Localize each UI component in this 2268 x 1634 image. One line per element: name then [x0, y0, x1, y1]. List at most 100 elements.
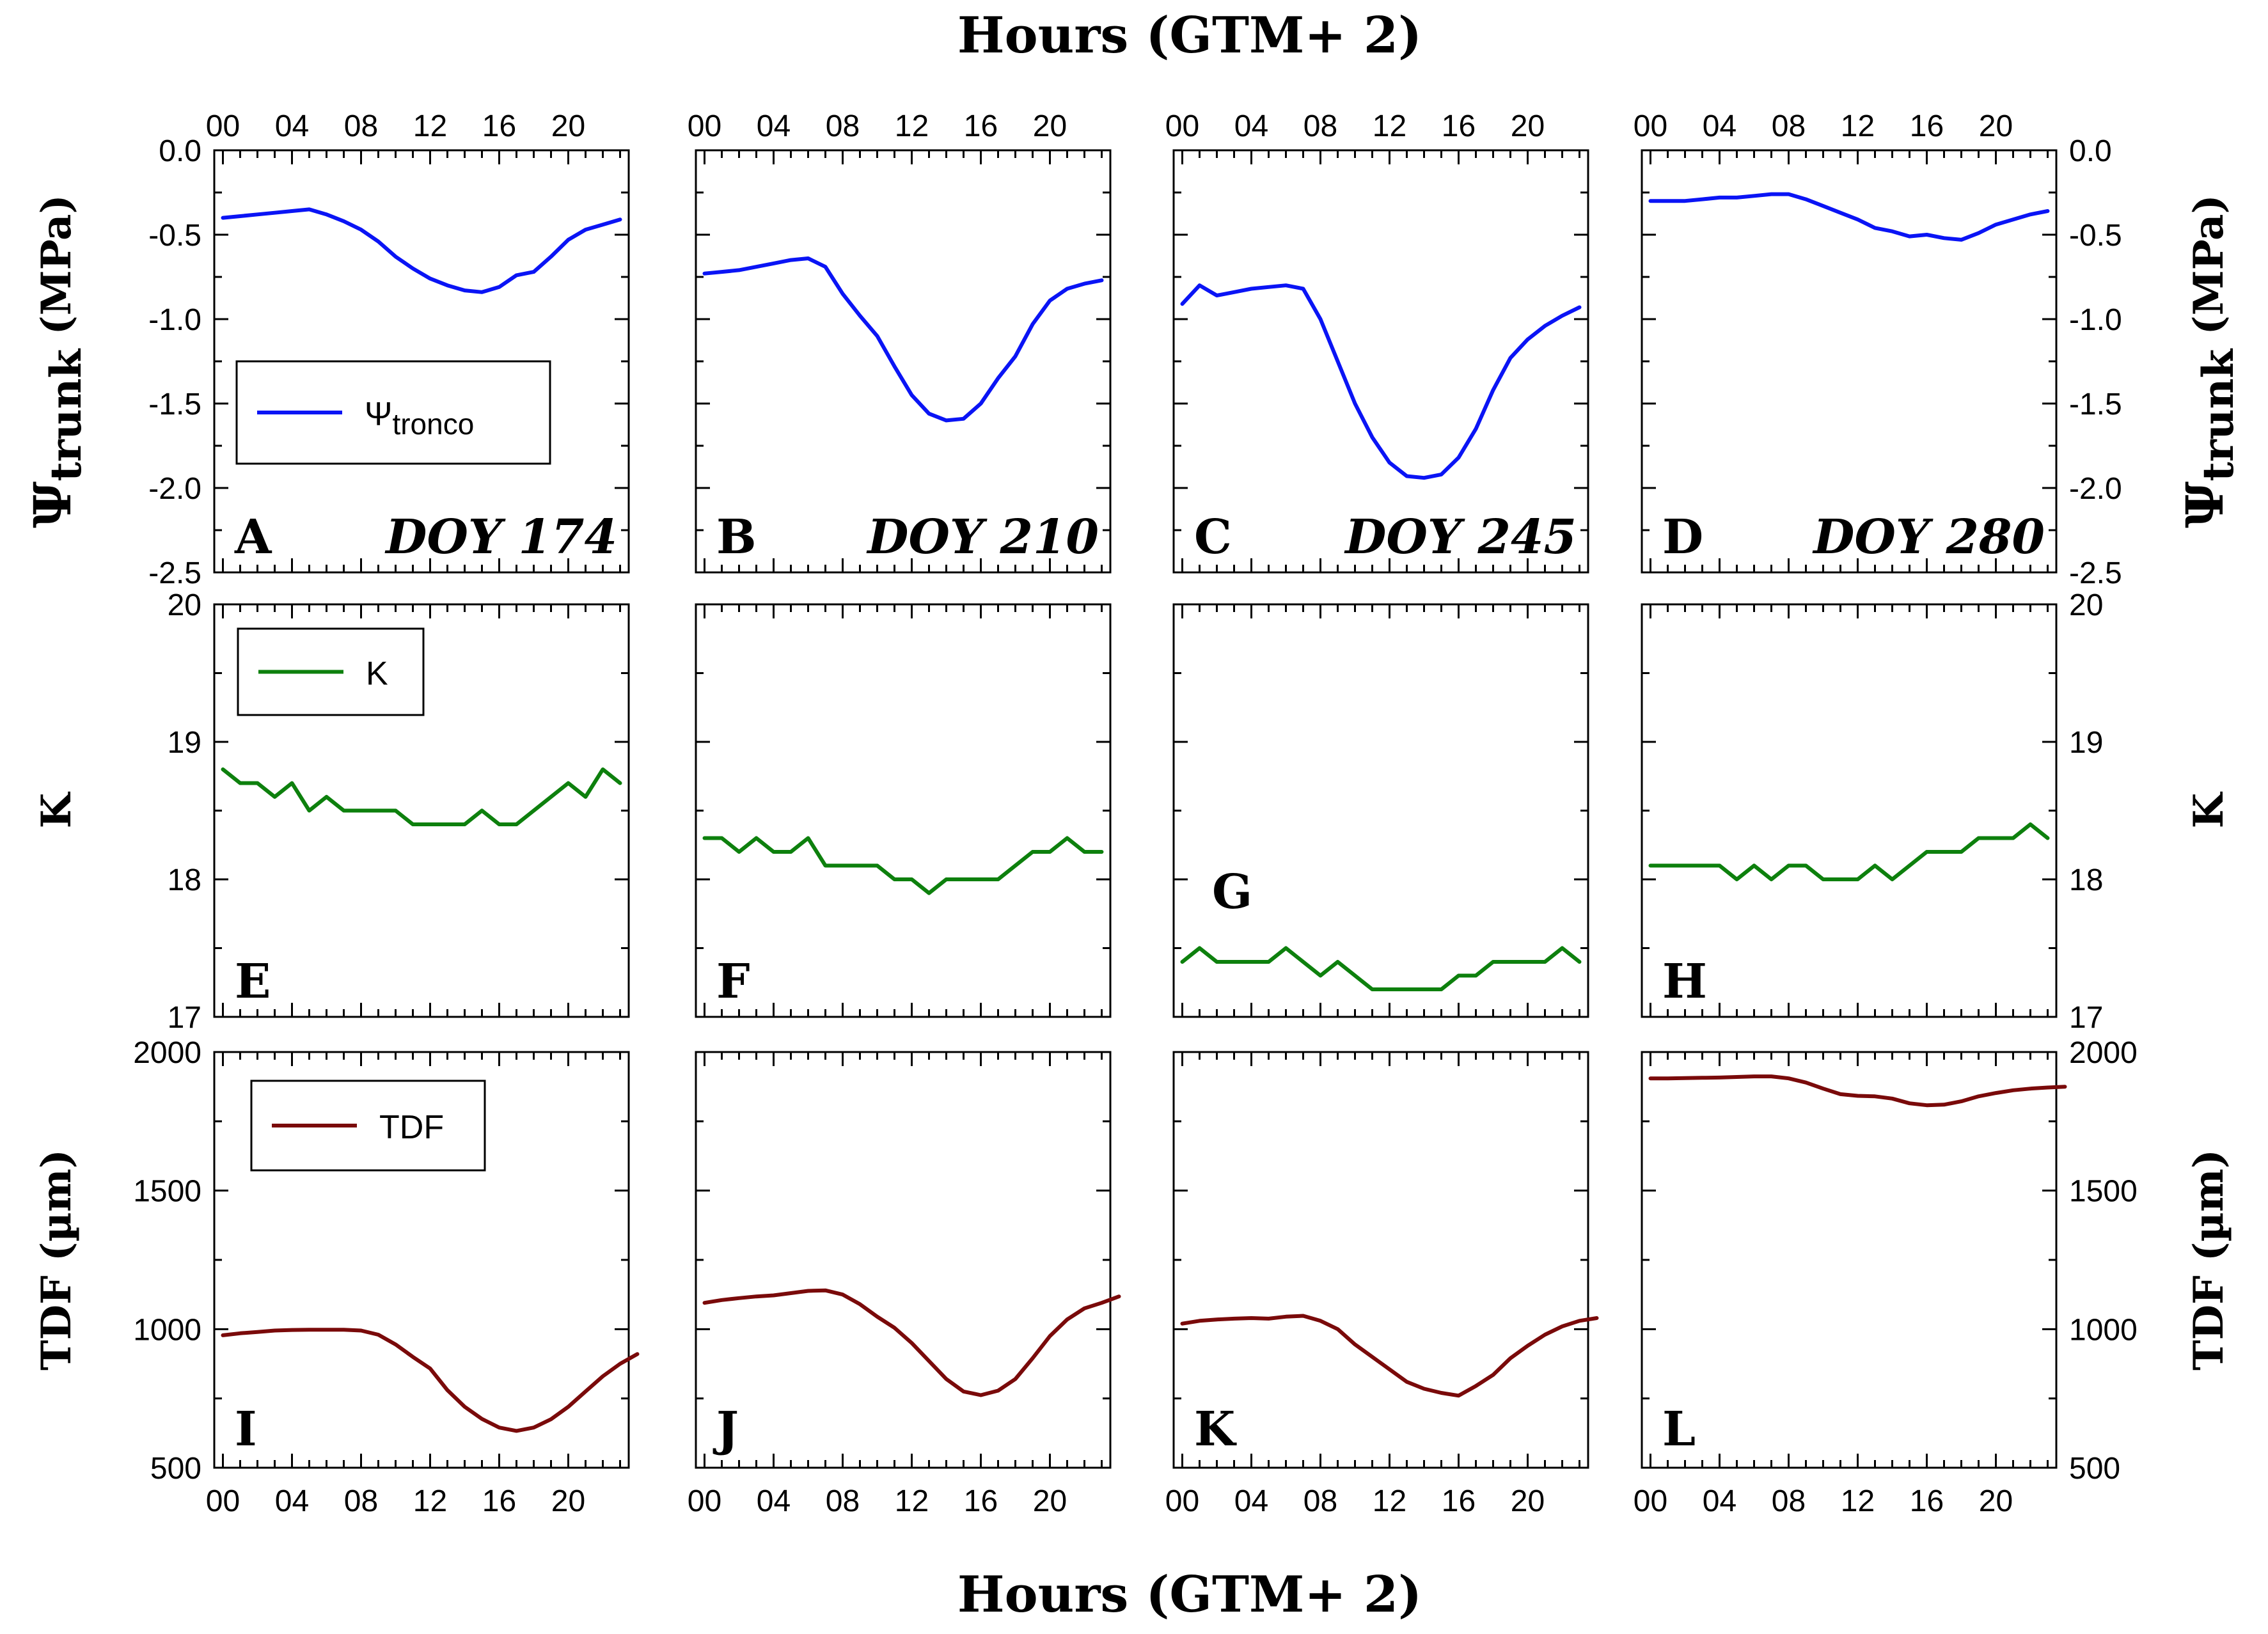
x-tick-label-top: 08: [1303, 109, 1337, 143]
x-tick-label-top: 04: [275, 109, 309, 143]
tdf-series-line: [1648, 1074, 2067, 1108]
x-tick-label-bottom: 16: [1910, 1484, 1944, 1518]
y-tick-label-right: -0.5: [2069, 219, 2122, 253]
panel-B: 00 04 08 12 16 20 B DOY 210: [688, 109, 1112, 574]
legend-label: TDF: [379, 1109, 444, 1146]
x-tick-label-bottom: 20: [1979, 1484, 2013, 1518]
panel-frame: [1172, 149, 1589, 574]
x-tick-label-bottom: 00: [1165, 1484, 1199, 1518]
panel-L: 00 04 08 12 16 20 2000 1500 1000 500 L: [1634, 1036, 2138, 1518]
x-tick-label-top: 12: [413, 109, 447, 143]
y-tick-label-left: -2.0: [148, 472, 201, 506]
panel-letter: E: [235, 954, 271, 1009]
top-x-axis-title: Hours (GTM+ 2): [957, 6, 1422, 65]
panel-J: 00 04 08 12 16 20 J: [688, 1051, 1121, 1518]
x-tick-label-bottom: 00: [206, 1484, 240, 1518]
y-tick-label-right: -2.0: [2069, 472, 2122, 506]
y-tick-label-left: 1000: [133, 1313, 201, 1347]
panel-frame: [1641, 149, 2058, 574]
y-tick-label-left: -0.5: [148, 219, 201, 253]
tdf-series-line: [221, 1328, 640, 1433]
panel-A: 00 04 08 12 16 20 0.0 -0.5 -1.0 -1.5 -2.0 -2.5 A DOY …: [148, 109, 630, 590]
psi-series-line: [221, 207, 622, 294]
y-axis-title-unit: (MPa): [2185, 194, 2233, 349]
panel-letter: L: [1662, 1402, 1696, 1457]
y-tick-label-right: 17: [2069, 1001, 2103, 1035]
x-tick-label-top: 00: [1634, 109, 1667, 143]
x-tick-label-top: 16: [1442, 109, 1476, 143]
k-legend: K: [237, 627, 425, 716]
x-tick-label-top: 00: [688, 109, 721, 143]
x-tick-label-top: 20: [1511, 109, 1545, 143]
x-tick-label-bottom: 04: [757, 1484, 791, 1518]
doy-label: DOY 280: [1812, 510, 2045, 565]
x-tick-label-bottom: 08: [826, 1484, 860, 1518]
x-tick-label-bottom: 12: [895, 1484, 929, 1518]
y-tick-label-right: -2.5: [2069, 556, 2122, 590]
panel-E: 20 19 18 17 E K: [168, 588, 630, 1035]
x-tick-label-bottom: 16: [1442, 1484, 1476, 1518]
doy-label: DOY 174: [384, 510, 617, 565]
panel-frame: [1641, 1051, 2058, 1469]
panel-frame: [695, 149, 1112, 574]
tdf-legend: TDF: [250, 1080, 486, 1172]
panel-D: 00 04 08 12 16 20 0.0 -0.5 -1.0 -1.5 -2.0 -2.5 D DOY …: [1634, 109, 2122, 590]
panel-frame: [695, 603, 1112, 1018]
panel-letter: G: [1212, 865, 1252, 920]
x-tick-label-bottom: 12: [1841, 1484, 1875, 1518]
x-tick-label-bottom: 00: [1634, 1484, 1667, 1518]
y-tick-label-left: -2.5: [148, 556, 201, 590]
panel-letter: C: [1194, 510, 1232, 565]
y-tick-label-right: 20: [2069, 588, 2103, 622]
y-tick-label-right: 18: [2069, 863, 2103, 897]
x-tick-label-top: 20: [1033, 109, 1067, 143]
y-axis-title-subscript: trunk: [2193, 349, 2243, 482]
panel-I: 00 04 08 12 16 20 2000 1500 1000 500 I TDF: [133, 1036, 640, 1518]
y-axis-title-symbol: Ψ: [2175, 482, 2235, 528]
y-axis-title-right: Ψtrunk (MPa): [2175, 194, 2243, 528]
y-axis-title-symbol: Ψ: [22, 482, 83, 528]
x-tick-label-top: 16: [1910, 109, 1944, 143]
panel-H: 20 19 18 17 H: [1641, 588, 2103, 1035]
y-tick-label-left: 17: [168, 1001, 201, 1035]
x-tick-label-top: 20: [1979, 109, 2013, 143]
tdf-series-line: [1180, 1314, 1599, 1398]
y-tick-label-right: 500: [2069, 1452, 2120, 1486]
x-tick-label-bottom: 00: [688, 1484, 721, 1518]
panel-letter: K: [1194, 1402, 1237, 1457]
panel-F: F: [695, 603, 1112, 1018]
x-tick-label-top: 00: [1165, 109, 1199, 143]
k-series-line: [1180, 946, 1582, 991]
x-tick-label-bottom: 16: [964, 1484, 998, 1518]
x-tick-label-bottom: 08: [1772, 1484, 1806, 1518]
panel-frame: [1172, 1051, 1589, 1469]
y-tick-label-left: 1500: [133, 1175, 201, 1209]
y-tick-label-right: 1500: [2069, 1175, 2138, 1209]
tdf-series-line: [702, 1288, 1121, 1397]
y-tick-label-left: 18: [168, 863, 201, 897]
panel-letter: J: [713, 1402, 739, 1457]
k-series-line: [1648, 822, 2050, 881]
bottom-x-axis-title: Hours (GTM+ 2): [957, 1566, 1422, 1624]
y-tick-label-right: 19: [2069, 726, 2103, 760]
psi-series-line: [1648, 192, 2050, 242]
psi-legend: Ψtronco: [235, 360, 551, 465]
x-tick-label-bottom: 04: [275, 1484, 309, 1518]
y-tick-label-right: 1000: [2069, 1313, 2138, 1347]
panel-letter: F: [716, 954, 750, 1009]
x-tick-label-top: 12: [895, 109, 929, 143]
x-tick-label-bottom: 20: [1511, 1484, 1545, 1518]
panel-grid: 00 04 08 12 16 20 0.0 -0.5 -1.0 -1.5 -2.0 -2.5 A DOY …: [22, 109, 2243, 1518]
x-tick-label-bottom: 12: [413, 1484, 447, 1518]
panel-G: G: [1172, 603, 1589, 1018]
x-tick-label-top: 12: [1841, 109, 1875, 143]
y-axis-title-unit: (MPa): [33, 194, 81, 349]
y-axis-title-left: Ψtrunk (MPa): [22, 194, 91, 528]
y-axis-title-subscript: trunk: [41, 349, 91, 482]
x-tick-label-bottom: 20: [1033, 1484, 1067, 1518]
y-tick-label-left: 20: [168, 588, 201, 622]
x-tick-label-bottom: 08: [344, 1484, 378, 1518]
x-tick-label-bottom: 08: [1303, 1484, 1337, 1518]
y-axis-title-right: K: [2185, 791, 2233, 828]
